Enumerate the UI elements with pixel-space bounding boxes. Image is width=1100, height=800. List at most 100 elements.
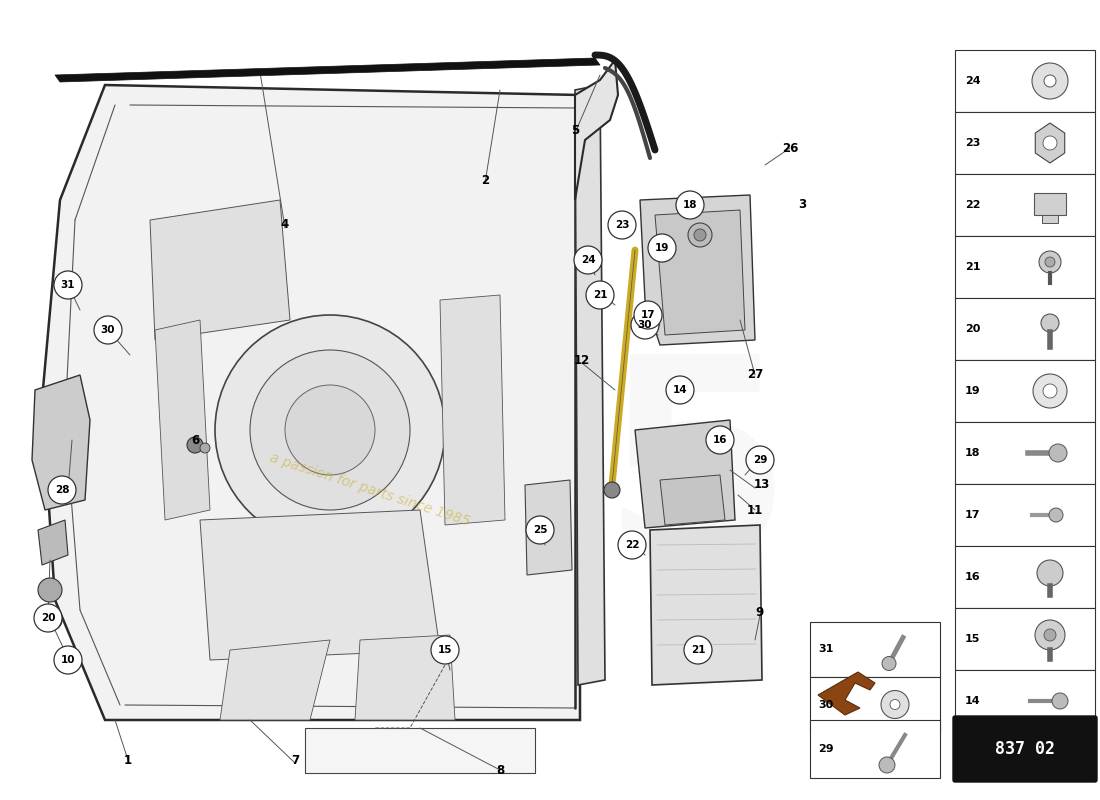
Text: 30: 30 [818,699,834,710]
Circle shape [1043,136,1057,150]
Text: 24: 24 [581,255,595,265]
Circle shape [648,234,676,262]
Text: 7: 7 [290,754,299,766]
FancyBboxPatch shape [1034,193,1066,215]
Circle shape [618,531,646,559]
Polygon shape [640,195,755,345]
Polygon shape [650,525,762,685]
Circle shape [608,211,636,239]
Circle shape [250,350,410,510]
Polygon shape [55,58,600,82]
Text: 3: 3 [798,198,806,211]
FancyBboxPatch shape [955,174,1094,236]
Circle shape [684,636,712,664]
Circle shape [706,426,734,454]
Polygon shape [575,60,618,200]
FancyBboxPatch shape [955,50,1094,112]
Text: 18: 18 [965,448,980,458]
Circle shape [1037,560,1063,586]
FancyBboxPatch shape [810,720,940,778]
Text: 20: 20 [965,324,980,334]
Text: 27: 27 [747,369,763,382]
Text: 25: 25 [532,525,548,535]
Circle shape [1044,629,1056,641]
Text: 19: 19 [654,243,669,253]
Circle shape [200,443,210,453]
Circle shape [746,446,774,474]
Circle shape [604,482,620,498]
Circle shape [882,657,896,670]
Polygon shape [660,475,725,525]
Circle shape [586,281,614,309]
Circle shape [1044,75,1056,87]
FancyBboxPatch shape [1042,215,1058,223]
Text: 2: 2 [481,174,490,186]
FancyBboxPatch shape [955,484,1094,546]
Circle shape [1045,257,1055,267]
FancyBboxPatch shape [955,546,1094,608]
FancyBboxPatch shape [810,622,940,677]
Circle shape [631,311,659,339]
Circle shape [634,301,662,329]
Circle shape [54,646,82,674]
Text: 837 02: 837 02 [996,740,1055,758]
Text: 23: 23 [615,220,629,230]
Text: 10: 10 [60,655,75,665]
Circle shape [1041,314,1059,332]
Circle shape [879,757,895,773]
Polygon shape [39,520,68,565]
Circle shape [48,476,76,504]
Circle shape [54,271,82,299]
Text: 20: 20 [41,613,55,623]
Circle shape [1043,384,1057,398]
Circle shape [1040,251,1062,273]
Text: 11: 11 [747,503,763,517]
Text: 8: 8 [496,763,504,777]
Circle shape [187,437,204,453]
Text: 4: 4 [280,218,289,231]
Text: 5: 5 [571,123,579,137]
Circle shape [1035,620,1065,650]
Polygon shape [32,375,90,510]
FancyBboxPatch shape [810,677,940,732]
Text: 23: 23 [965,138,980,148]
Text: 29: 29 [752,455,767,465]
Polygon shape [42,85,580,720]
Polygon shape [575,85,605,685]
Text: 30: 30 [101,325,116,335]
Text: a passion for parts since 1985: a passion for parts since 1985 [268,451,472,529]
FancyBboxPatch shape [955,236,1094,298]
Polygon shape [150,200,290,340]
Text: 31: 31 [818,645,834,654]
Circle shape [1033,374,1067,408]
Circle shape [1052,693,1068,709]
Text: 21: 21 [691,645,705,655]
Polygon shape [818,672,874,715]
Polygon shape [440,295,505,525]
Text: 18: 18 [683,200,697,210]
Text: 17: 17 [640,310,656,320]
Circle shape [39,578,62,602]
Circle shape [1032,63,1068,99]
Text: 21: 21 [965,262,980,272]
FancyBboxPatch shape [955,422,1094,484]
Text: 22: 22 [625,540,639,550]
Text: 1: 1 [124,754,132,766]
FancyBboxPatch shape [305,728,535,773]
Polygon shape [220,640,330,720]
Polygon shape [635,420,735,528]
FancyBboxPatch shape [955,670,1094,732]
Circle shape [34,604,62,632]
Text: 16: 16 [965,572,980,582]
Text: 28: 28 [55,485,69,495]
Text: 21: 21 [593,290,607,300]
Circle shape [94,316,122,344]
Text: 30: 30 [638,320,652,330]
Text: 13: 13 [754,478,770,491]
Text: 24: 24 [965,76,980,86]
Circle shape [574,246,602,274]
Circle shape [526,516,554,544]
Circle shape [285,385,375,475]
Circle shape [666,376,694,404]
Circle shape [1049,444,1067,462]
